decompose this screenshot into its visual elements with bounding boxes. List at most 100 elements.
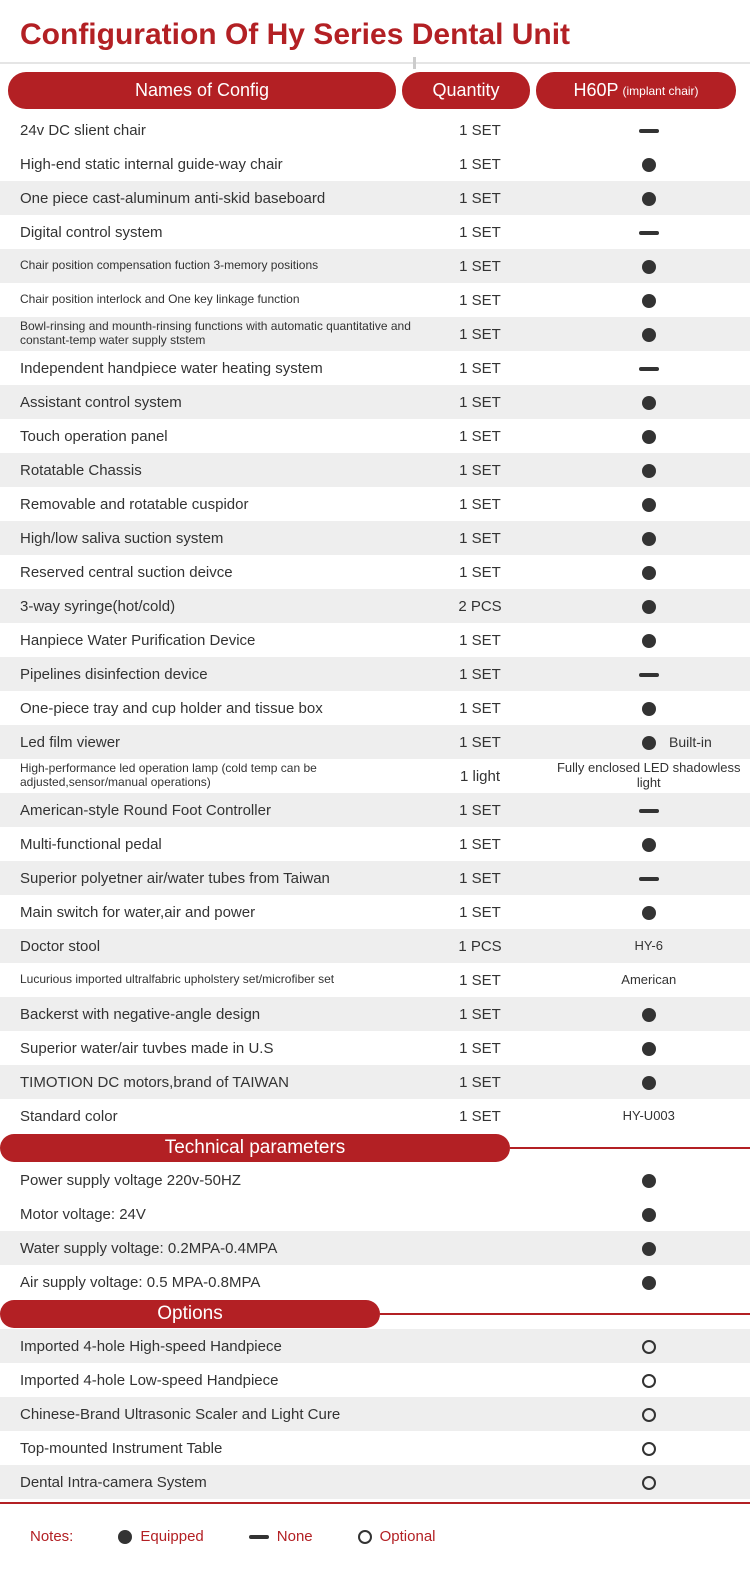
config-mark: American [548, 963, 750, 997]
config-name: One piece cast-aluminum anti-skid basebo… [0, 181, 413, 215]
config-name: Bowl-rinsing and mounth-rinsing function… [0, 317, 413, 351]
option-mark [548, 1363, 750, 1397]
legend-optional-label: Optional [380, 1528, 436, 1545]
config-qty: 1 SET [413, 623, 548, 657]
option-name: Top-mounted Instrument Table [0, 1431, 548, 1465]
table-row: Pipelines disinfection device1 SET [0, 657, 750, 691]
dash-icon [639, 809, 659, 813]
config-qty: 1 SET [413, 419, 548, 453]
table-row: American-style Round Foot Controller1 SE… [0, 793, 750, 827]
table-row: Digital control system1 SET [0, 215, 750, 249]
dot-icon [642, 158, 656, 172]
config-name: High-performance led operation lamp (col… [0, 759, 413, 793]
table-row: Superior water/air tuvbes made in U.S1 S… [0, 1031, 750, 1065]
config-name: Chair position compensation fuction 3-me… [0, 249, 413, 283]
dash-icon [639, 129, 659, 133]
config-qty: 1 SET [413, 113, 548, 147]
dot-icon [642, 736, 656, 750]
config-mark [548, 793, 750, 827]
config-qty: 1 SET [413, 385, 548, 419]
table-row: Superior polyetner air/water tubes from … [0, 861, 750, 895]
dot-icon [642, 396, 656, 410]
config-name: Rotatable Chassis [0, 453, 413, 487]
config-qty: 1 SET [413, 1099, 548, 1133]
table-row: Removable and rotatable cuspidor1 SET [0, 487, 750, 521]
config-name: Led film viewer [0, 725, 413, 759]
table-row: Top-mounted Instrument Table [0, 1431, 750, 1465]
config-qty: 1 SET [413, 963, 548, 997]
tech-section-header: Technical parameters [0, 1133, 750, 1163]
circle-icon [642, 1408, 656, 1422]
config-mark [548, 521, 750, 555]
table-header: Names of Config Quantity H60P (implant c… [8, 72, 742, 109]
config-mark [548, 283, 750, 317]
dash-icon [639, 673, 659, 677]
dot-icon [642, 566, 656, 580]
dash-icon [639, 877, 659, 881]
dot-icon [642, 532, 656, 546]
table-row: Imported 4-hole High-speed Handpiece [0, 1329, 750, 1363]
config-name: Pipelines disinfection device [0, 657, 413, 691]
header-name: Names of Config [8, 72, 396, 109]
dot-icon [642, 1042, 656, 1056]
table-row: One-piece tray and cup holder and tissue… [0, 691, 750, 725]
table-row: 3-way syringe(hot/cold)2 PCS [0, 589, 750, 623]
option-name: Imported 4-hole High-speed Handpiece [0, 1329, 548, 1363]
table-row: High/low saliva suction system1 SET [0, 521, 750, 555]
config-mark [548, 113, 750, 147]
config-name: Standard color [0, 1099, 413, 1133]
dot-icon [642, 634, 656, 648]
config-mark [548, 623, 750, 657]
config-qty: 1 SET [413, 997, 548, 1031]
dot-icon [642, 1208, 656, 1222]
legend: Notes: Equipped None Optional [0, 1504, 750, 1575]
config-name: Superior water/air tuvbes made in U.S [0, 1031, 413, 1065]
dot-icon [118, 1530, 132, 1544]
config-name: Touch operation panel [0, 419, 413, 453]
dot-icon [642, 430, 656, 444]
header-model-sub: (implant chair) [623, 84, 699, 98]
legend-none: None [249, 1528, 313, 1545]
dot-icon [642, 906, 656, 920]
dot-icon [642, 294, 656, 308]
dot-icon [642, 702, 656, 716]
table-row: High-end static internal guide-way chair… [0, 147, 750, 181]
dot-icon [642, 1276, 656, 1290]
table-row: Chair position compensation fuction 3-me… [0, 249, 750, 283]
tech-mark [548, 1163, 750, 1197]
table-row: Assistant control system1 SET [0, 385, 750, 419]
config-mark [548, 453, 750, 487]
table-row: TIMOTION DC motors,brand of TAIWAN1 SET [0, 1065, 750, 1099]
config-mark [548, 487, 750, 521]
config-qty: 1 SET [413, 895, 548, 929]
config-name: 3-way syringe(hot/cold) [0, 589, 413, 623]
option-mark [548, 1431, 750, 1465]
dot-icon [642, 260, 656, 274]
mark-text: HY-6 [635, 939, 663, 954]
options-section-header: Options [0, 1299, 750, 1329]
legend-notes: Notes: [30, 1528, 73, 1545]
config-mark [548, 895, 750, 929]
config-table: 24v DC slient chair1 SETHigh-end static … [0, 113, 750, 1133]
config-name: American-style Round Foot Controller [0, 793, 413, 827]
tech-mark [548, 1231, 750, 1265]
table-row: Chinese-Brand Ultrasonic Scaler and Ligh… [0, 1397, 750, 1431]
table-row: Hanpiece Water Purification Device1 SET [0, 623, 750, 657]
dot-icon [642, 1174, 656, 1188]
config-qty: 1 SET [413, 147, 548, 181]
config-mark: Built-in [548, 725, 750, 759]
table-row: Standard color1 SETHY-U003 [0, 1099, 750, 1133]
dot-icon [642, 464, 656, 478]
config-mark [548, 351, 750, 385]
config-name: High/low saliva suction system [0, 521, 413, 555]
tech-mark [548, 1265, 750, 1299]
config-name: Main switch for water,air and power [0, 895, 413, 929]
option-name: Imported 4-hole Low-speed Handpiece [0, 1363, 548, 1397]
config-name: Removable and rotatable cuspidor [0, 487, 413, 521]
title-divider [0, 62, 750, 64]
table-row: Dental Intra-camera System [0, 1465, 750, 1499]
table-row: Led film viewer1 SETBuilt-in [0, 725, 750, 759]
table-row: Rotatable Chassis1 SET [0, 453, 750, 487]
config-qty: 1 SET [413, 181, 548, 215]
dot-icon [642, 1076, 656, 1090]
